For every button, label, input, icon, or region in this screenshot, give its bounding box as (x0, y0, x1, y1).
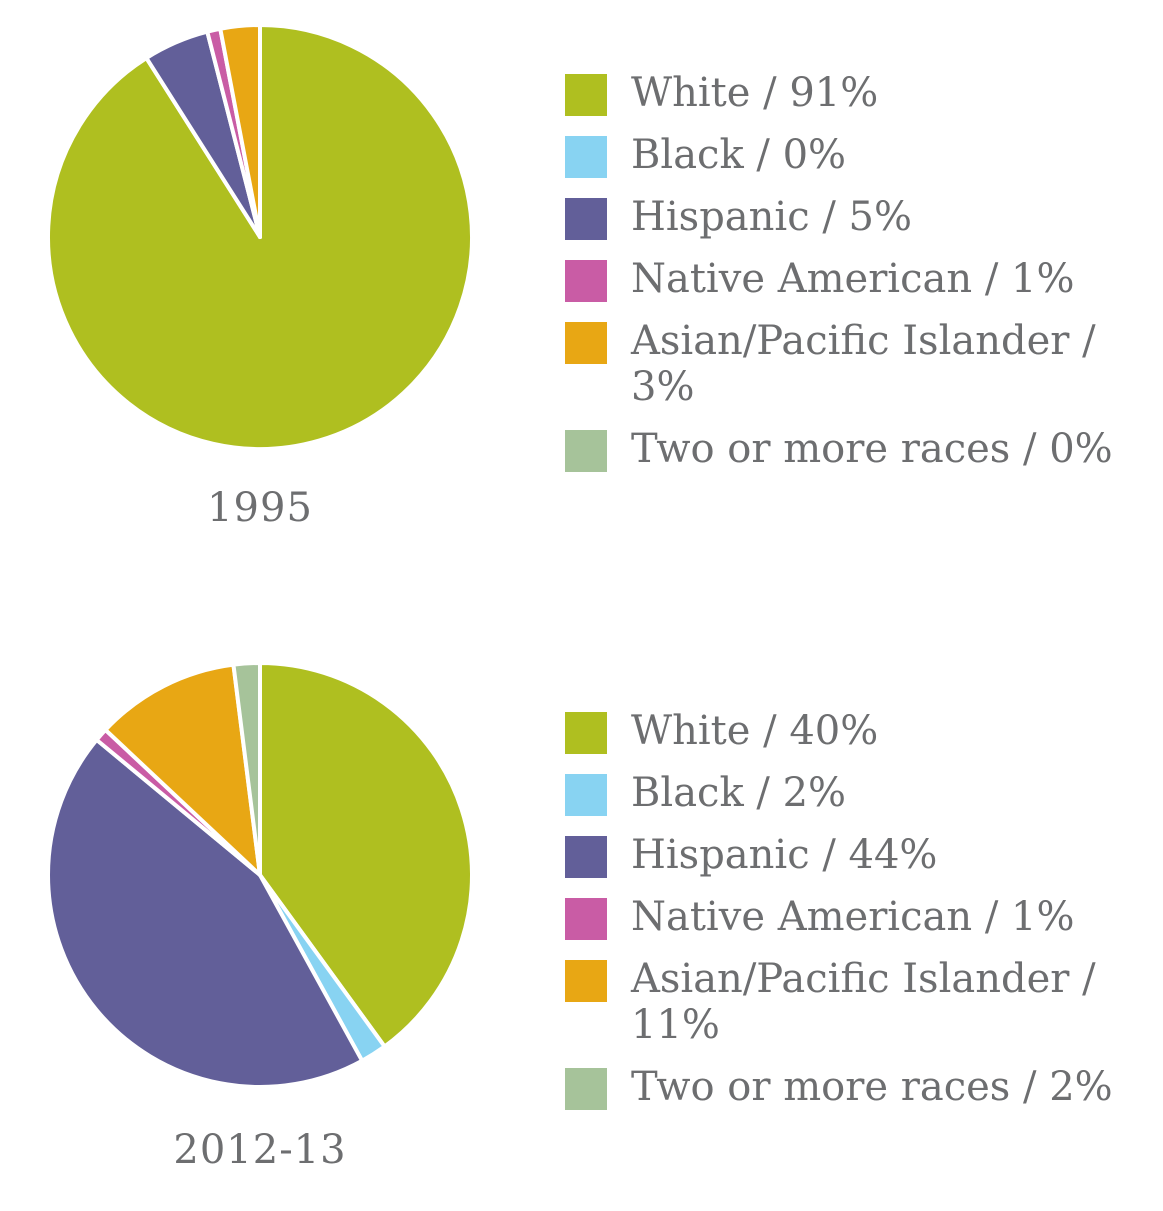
legend-swatch (565, 836, 607, 878)
legend-swatch (565, 198, 607, 240)
legend-item-two-or-more-races: Two or more races / 0% (565, 426, 1145, 472)
legend-item-hispanic: Hispanic / 5% (565, 194, 1145, 240)
legend-item-hispanic: Hispanic / 44% (565, 832, 1145, 878)
legend-swatch (565, 322, 607, 364)
legend-item-white: White / 91% (565, 70, 1145, 116)
legend-item-white: White / 40% (565, 708, 1145, 754)
legend-swatch (565, 1068, 607, 1110)
chart-caption: 2012-13 (173, 1127, 347, 1173)
chart-1995: 1995 White / 91% Black / 0% Hispanic / 5% N… (0, 0, 1163, 560)
legend-label: White / 91% (631, 70, 879, 116)
legend-item-native-american: Native American / 1% (565, 894, 1145, 940)
legend-label: Asian/Pacific Islander / 3% (631, 318, 1096, 410)
chart-caption: 1995 (207, 485, 313, 531)
pie-slice-asian (218, 23, 262, 239)
legend-swatch (565, 74, 607, 116)
legend-label: Native American / 1% (631, 894, 1075, 940)
pie-chart-2012-13 (46, 661, 474, 1089)
legend-swatch (565, 898, 607, 940)
legend-1995: White / 91% Black / 0% Hispanic / 5% Native… (565, 70, 1145, 488)
pie-chart-1995 (46, 23, 474, 451)
legend-item-two-or-more-races: Two or more races / 2% (565, 1064, 1145, 1110)
legend-label: Asian/Pacific Islander / 11% (631, 956, 1096, 1048)
legend-label: Native American / 1% (631, 256, 1075, 302)
legend-label: White / 40% (631, 708, 879, 754)
legend-swatch (565, 430, 607, 472)
legend-label: Two or more races / 2% (631, 1064, 1113, 1110)
legend-label: Hispanic / 44% (631, 832, 938, 878)
legend-label: Hispanic / 5% (631, 194, 912, 240)
legend-item-asian: Asian/Pacific Islander / 11% (565, 956, 1145, 1048)
legend-swatch (565, 712, 607, 754)
legend-swatch (565, 960, 607, 1002)
legend-label: Two or more races / 0% (631, 426, 1113, 472)
pie-slice-hispanic (46, 737, 365, 1089)
legend-item-native-american: Native American / 1% (565, 256, 1145, 302)
legend-swatch (565, 774, 607, 816)
pie-slice-asian (103, 662, 262, 877)
pie-slice-two-or-more-races (231, 661, 262, 877)
legend-swatch (565, 260, 607, 302)
legend-item-black: Black / 2% (565, 770, 1145, 816)
pie-slice-white (258, 661, 474, 1049)
legend-label: Black / 2% (631, 770, 847, 816)
legend-label: Black / 0% (631, 132, 847, 178)
legend-item-asian: Asian/Pacific Islander / 3% (565, 318, 1145, 410)
legend-item-black: Black / 0% (565, 132, 1145, 178)
legend-2012-13: White / 40% Black / 2% Hispanic / 44% Nativ… (565, 708, 1145, 1126)
legend-swatch (565, 136, 607, 178)
